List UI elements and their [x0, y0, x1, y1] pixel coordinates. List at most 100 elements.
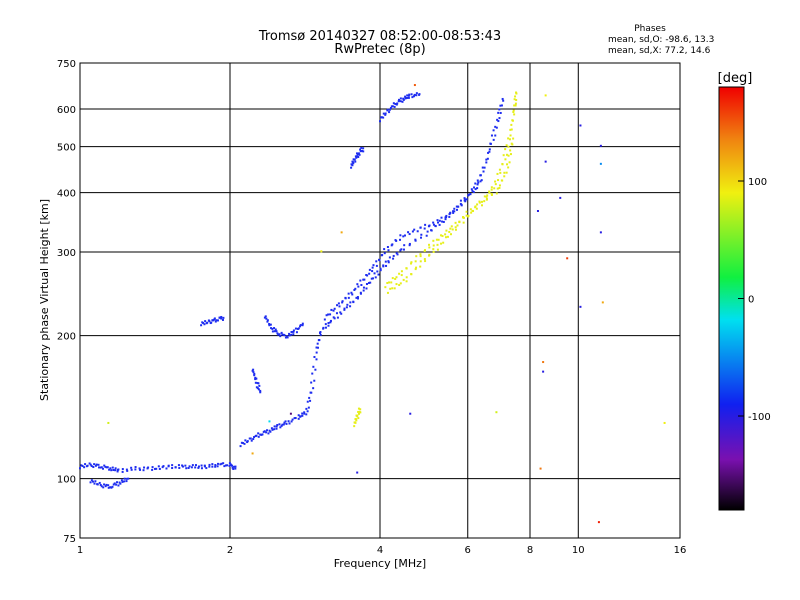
- data-point: [492, 138, 495, 141]
- data-point: [210, 321, 213, 324]
- data-point: [499, 104, 502, 107]
- data-point: [492, 129, 495, 132]
- data-point: [115, 483, 118, 486]
- data-point: [488, 190, 491, 193]
- plot-area: [79, 62, 681, 539]
- data-point: [232, 468, 235, 471]
- data-point: [395, 276, 398, 279]
- data-point: [310, 381, 313, 384]
- data-point: [438, 219, 441, 222]
- data-point: [352, 301, 355, 304]
- data-point: [184, 464, 187, 467]
- data-point: [357, 410, 360, 413]
- data-point: [436, 219, 439, 222]
- data-point: [171, 464, 174, 467]
- data-point: [416, 230, 419, 233]
- data-point: [97, 463, 100, 466]
- data-point: [255, 386, 258, 389]
- data-point: [123, 480, 126, 483]
- data-point: [102, 486, 105, 489]
- data-point: [456, 205, 459, 208]
- data-point: [280, 331, 283, 334]
- data-point: [375, 260, 378, 263]
- data-point: [382, 264, 385, 267]
- data-point: [386, 246, 389, 249]
- data-point: [222, 462, 225, 465]
- data-point: [217, 462, 220, 465]
- data-point: [251, 369, 254, 372]
- data-point: [389, 107, 392, 110]
- data-point: [220, 317, 223, 320]
- data-point: [407, 94, 410, 97]
- data-point: [99, 483, 102, 486]
- data-point: [415, 255, 418, 258]
- data-point: [396, 253, 399, 256]
- data-point: [312, 365, 315, 368]
- data-point: [485, 158, 488, 161]
- data-point: [383, 252, 386, 255]
- data-point: [507, 166, 510, 169]
- data-point: [478, 200, 481, 203]
- data-point: [174, 466, 177, 469]
- data-point: [465, 198, 468, 201]
- data-point: [424, 223, 427, 226]
- data-point: [161, 466, 164, 469]
- data-point: [385, 264, 388, 267]
- data-point: [389, 287, 392, 290]
- data-point: [283, 421, 286, 424]
- data-point: [419, 255, 422, 258]
- y-tick-label: 750: [57, 59, 76, 70]
- data-point: [254, 376, 257, 379]
- data-point: [301, 322, 304, 325]
- data-point: [314, 368, 317, 371]
- data-point: [139, 468, 142, 471]
- data-point: [327, 313, 330, 316]
- data-point: [352, 161, 355, 164]
- y-tick-label: 500: [57, 143, 76, 154]
- y-axis: 75 100 200 300 400 500 600 750: [57, 59, 76, 545]
- data-point: [386, 108, 389, 111]
- data-point: [285, 335, 288, 338]
- data-point: [539, 467, 542, 470]
- data-point: [100, 466, 103, 469]
- data-point: [454, 228, 457, 231]
- data-point: [315, 346, 318, 349]
- data-point: [452, 211, 455, 214]
- data-point: [349, 301, 352, 304]
- data-point: [467, 194, 470, 197]
- data-point: [409, 412, 412, 415]
- data-point: [266, 319, 269, 322]
- data-point: [109, 486, 112, 489]
- data-point: [254, 435, 257, 438]
- data-point: [395, 283, 398, 286]
- data-point: [476, 187, 479, 190]
- data-point: [292, 329, 295, 332]
- data-point: [286, 336, 289, 339]
- data-point: [413, 93, 416, 96]
- data-point: [503, 175, 506, 178]
- data-point: [446, 235, 449, 238]
- data-point: [265, 431, 268, 434]
- data-point: [171, 467, 174, 470]
- data-point: [473, 186, 476, 189]
- data-point: [257, 382, 260, 385]
- data-point: [266, 429, 269, 432]
- data-point: [453, 210, 456, 213]
- data-point: [494, 183, 497, 186]
- data-point: [400, 270, 403, 273]
- data-point: [599, 162, 602, 165]
- data-point: [313, 379, 316, 382]
- data-points: [79, 84, 666, 524]
- data-point: [356, 296, 359, 299]
- data-point: [220, 315, 223, 318]
- data-point: [308, 396, 311, 399]
- data-point: [143, 466, 146, 469]
- data-point: [123, 477, 126, 480]
- data-point: [490, 188, 493, 191]
- data-point: [116, 470, 119, 473]
- data-point: [449, 233, 452, 236]
- data-point: [323, 318, 326, 321]
- data-point: [79, 467, 81, 470]
- data-point: [215, 319, 218, 322]
- data-point: [319, 331, 322, 334]
